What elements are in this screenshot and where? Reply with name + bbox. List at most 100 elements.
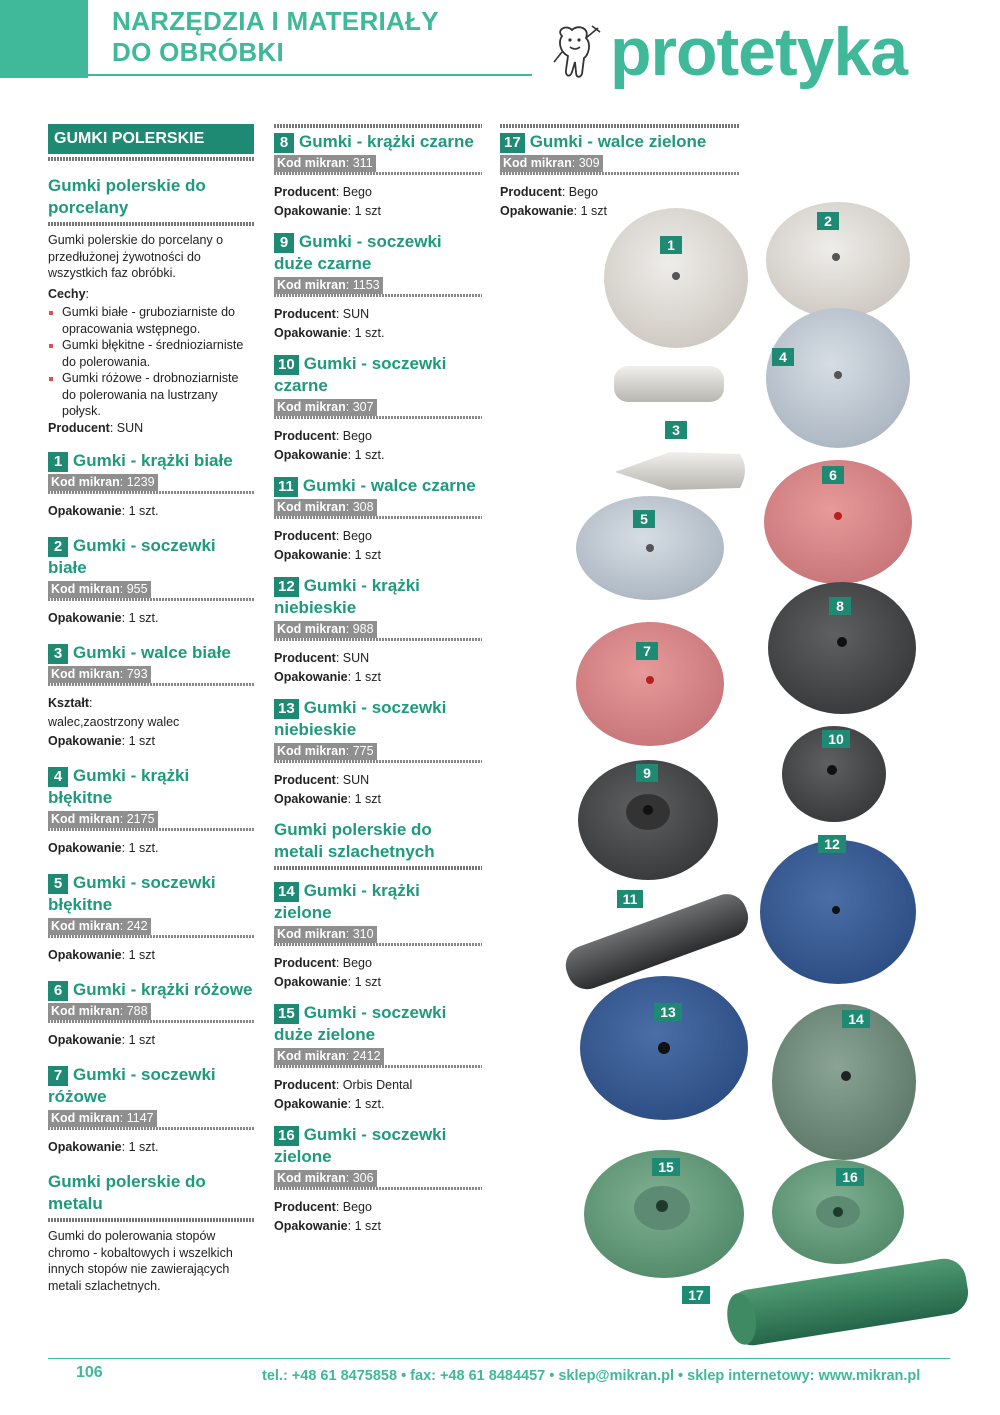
disc-hole — [833, 1207, 843, 1217]
kod-label: Kod mikran — [51, 475, 120, 489]
producer-value: Bego — [342, 1200, 372, 1214]
producer-label: Producent — [274, 307, 336, 321]
pack-value: 1 szt. — [128, 611, 159, 625]
kod-label: Kod mikran — [51, 667, 120, 681]
kod-badge: Kod mikran: 311 — [274, 155, 376, 172]
photo-label-13: 13 — [654, 1003, 682, 1021]
divider — [48, 157, 254, 161]
kod-badge: Kod mikran: 1239 — [48, 474, 158, 491]
kod-label: Kod mikran — [277, 500, 346, 514]
pack-label: Opakowanie — [274, 975, 348, 989]
kod-badge: Kod mikran: 1153 — [274, 277, 383, 294]
divider — [48, 491, 254, 494]
list-item: Gumki białe - gruboziarniste do opracowa… — [48, 304, 254, 337]
pack-value: 1 szt — [354, 670, 381, 684]
product-8: 8 Gumki - krążki czarne Kod mikran: 311 P… — [274, 131, 482, 221]
product-12: 12 Gumki - krążki niebieskie Kod mikran: … — [274, 575, 482, 687]
product-4: 4 Gumki - krążki błękitne Kod mikran: 217… — [48, 765, 254, 858]
header-rule — [88, 74, 532, 76]
producer-label: Producent — [274, 651, 336, 665]
photo-label-15: 15 — [652, 1158, 680, 1176]
kod-value: 1147 — [126, 1111, 154, 1125]
product-number: 16 — [274, 1126, 299, 1146]
kod-label: Kod mikran — [277, 156, 346, 170]
kod-badge: Kod mikran: 988 — [274, 621, 377, 638]
divider — [274, 1065, 482, 1068]
pack-value: 1 szt — [354, 792, 381, 806]
kod-value: 1239 — [126, 475, 155, 489]
column-3: 17 Gumki - walce zielone Kod mikran: 309 … — [500, 124, 740, 221]
product-17: 17 Gumki - walce zielone Kod mikran: 309 … — [500, 131, 740, 221]
kod-label: Kod mikran — [51, 1111, 120, 1125]
metal-description: Gumki do polerowania stopów chromo - kob… — [48, 1229, 233, 1293]
precious-title: Gumki polerskie do metali szlachetnych — [274, 820, 435, 861]
product-title: Gumki - soczewki białe — [48, 536, 216, 577]
divider — [48, 1218, 254, 1222]
tooth-mascot-icon — [553, 25, 601, 78]
black-disc — [768, 582, 916, 714]
shape-value: walec,zaostrzony walec — [48, 715, 180, 729]
pack-label: Opakowanie — [48, 1140, 122, 1154]
product-title: Gumki - soczewki czarne — [274, 354, 447, 395]
metal-title: Gumki polerskie do metalu — [48, 1172, 206, 1213]
pack-label: Opakowanie — [48, 734, 122, 748]
disc-hole — [832, 253, 840, 261]
black-cylinder — [565, 894, 749, 990]
product-number: 10 — [274, 355, 299, 375]
kod-value: 310 — [352, 927, 374, 941]
photo-label-3: 3 — [665, 421, 687, 439]
kod-badge: Kod mikran: 242 — [48, 918, 151, 935]
kod-badge: Kod mikran: 309 — [500, 155, 603, 172]
product-title: Gumki - soczewki zielone — [274, 1125, 447, 1166]
photo-label-9: 9 — [636, 764, 658, 782]
photo-label-7: 7 — [636, 642, 658, 660]
porcelain-description: Gumki polerskie do porcelany o przedłużo… — [48, 233, 224, 280]
porcelain-title: Gumki polerskie do porcelany — [48, 176, 206, 217]
kod-badge: Kod mikran: 1147 — [48, 1110, 157, 1127]
kod-value: 988 — [352, 622, 374, 636]
producer-label: Producent — [274, 956, 336, 970]
product-number: 4 — [48, 767, 68, 787]
kod-value: 793 — [126, 667, 148, 681]
kod-value: 242 — [126, 919, 148, 933]
photo-label-8: 8 — [829, 597, 851, 615]
producer-value: SUN — [342, 773, 370, 787]
product-number: 2 — [48, 537, 68, 557]
producer-label: Producent — [274, 1200, 336, 1214]
product-3: 3 Gumki - walce białe Kod mikran: 793 Ksz… — [48, 642, 254, 751]
pack-label: Opakowanie — [500, 204, 574, 218]
product-number: 3 — [48, 644, 68, 664]
producer-value: SUN — [342, 651, 370, 665]
product-10: 10 Gumki - soczewki czarne Kod mikran: 30… — [274, 353, 482, 465]
kod-badge: Kod mikran: 2412 — [274, 1048, 384, 1065]
pack-value: 1 szt — [128, 948, 155, 962]
kod-badge: Kod mikran: 310 — [274, 926, 377, 943]
photo-label-10: 10 — [822, 730, 850, 748]
cylinder-end — [727, 1293, 757, 1345]
brand-title: protetyka — [610, 14, 908, 90]
kod-label: Kod mikran — [277, 278, 346, 292]
kod-label: Kod mikran — [51, 1004, 120, 1018]
producer-value: Bego — [342, 529, 372, 543]
disc-hole — [841, 1071, 851, 1081]
pack-label: Opakowanie — [274, 548, 348, 562]
product-title: Gumki - krążki niebieskie — [274, 576, 420, 617]
green-cylinder — [728, 1258, 969, 1346]
product-title: Gumki - walce czarne — [302, 476, 476, 495]
pack-label: Opakowanie — [274, 326, 348, 340]
kod-badge: Kod mikran: 308 — [274, 499, 377, 516]
page-number: 106 — [76, 1364, 103, 1381]
pack-value: 1 szt — [354, 975, 381, 989]
kod-badge: Kod mikran: 955 — [48, 581, 151, 598]
header-tab — [0, 0, 88, 78]
kod-value: 307 — [352, 400, 374, 414]
divider — [48, 935, 254, 938]
producer-value: Orbis Dental — [342, 1078, 413, 1092]
producer-value: SUN — [116, 420, 144, 435]
kod-label: Kod mikran — [277, 1049, 346, 1063]
pack-label: Opakowanie — [274, 670, 348, 684]
product-5: 5 Gumki - soczewki błękitne Kod mikran: 2… — [48, 872, 254, 965]
kod-value: 2175 — [126, 812, 155, 826]
product-title: Gumki - walce zielone — [529, 132, 707, 151]
pack-label: Opakowanie — [48, 1033, 122, 1047]
